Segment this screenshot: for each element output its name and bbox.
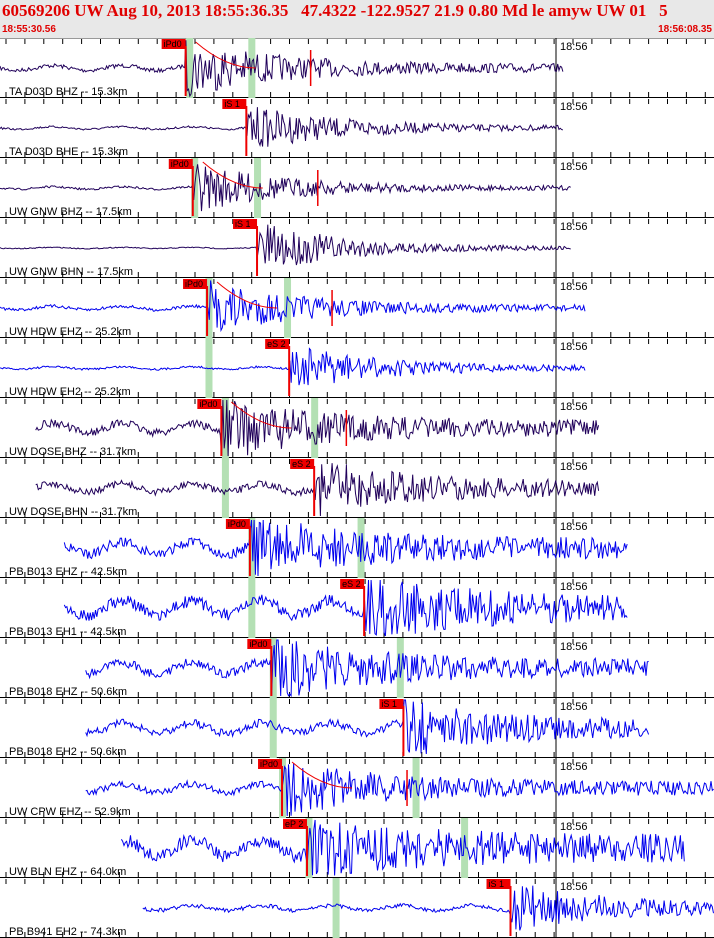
end-time: 18:56:08.35: [658, 24, 712, 35]
waveform-trace: [85, 699, 650, 755]
phase-pick-label: iS 1: [489, 879, 505, 889]
phase-pick-flag[interactable]: [290, 459, 315, 469]
phase-marker-band: [311, 398, 319, 458]
phase-pick-label: iPd0: [199, 399, 217, 409]
station-label: UW CPW EHZ -- 52.9km: [9, 806, 131, 818]
phase-pick-flag[interactable]: [340, 579, 365, 589]
station-label: TA D03D BHZ -- 15.3km: [9, 86, 127, 98]
waveform-trace: [63, 519, 628, 577]
phase-marker-band: [284, 278, 292, 338]
phase-pick-flag[interactable]: [161, 39, 186, 49]
phase-marker-band: [412, 758, 420, 818]
phase-pick-label: iS 1: [381, 699, 397, 709]
phase-pick-label: iPd0: [249, 639, 267, 649]
phase-pick-label: iPd0: [228, 519, 246, 529]
minute-label: 18:56: [560, 581, 588, 593]
phase-pick-flag[interactable]: [197, 399, 222, 409]
station-label: UW GNW BHZ -- 17.5km: [9, 206, 132, 218]
minute-label: 18:56: [560, 401, 588, 413]
minute-label: 18:56: [560, 761, 588, 773]
minute-label: 18:56: [560, 41, 588, 53]
phase-marker-band: [332, 878, 340, 938]
waveform-trace: [120, 819, 685, 876]
phase-pick-flag[interactable]: [247, 639, 272, 649]
coda-marker: [216, 281, 278, 309]
waveform-trace: [142, 885, 714, 931]
station-label: UW BLN EHZ -- 64.0km: [9, 866, 126, 878]
phase-marker-band: [269, 698, 277, 758]
phase-pick-flag[interactable]: [168, 159, 193, 169]
header-bar: 60569206 UW Aug 10, 2013 18:55:36.35 47.…: [0, 0, 714, 39]
phase-pick-label: iPd0: [260, 759, 278, 769]
phase-pick-label: eP 2: [285, 819, 303, 829]
station-label: UW DOSE BHZ -- 31.7km: [9, 446, 136, 458]
minute-label: 18:56: [560, 281, 588, 293]
waveform-trace: [63, 579, 628, 637]
minute-label: 18:56: [560, 521, 588, 533]
phase-pick-label: iPd0: [171, 159, 189, 169]
station-label: UW HDW EHZ -- 25.2km: [9, 326, 131, 338]
station-label: TA D03D BHE -- 15.3km: [9, 146, 128, 158]
start-time: 18:55:30.56: [2, 24, 56, 35]
station-label: PB B941 EH2 -- 74.3km: [9, 926, 126, 938]
station-label: PB B013 EH1 -- 42.5km: [9, 626, 126, 638]
phase-pick-label: eS 2: [292, 459, 311, 469]
phase-marker-band: [396, 638, 404, 698]
phase-marker-band: [248, 518, 256, 578]
waveform-trace: [0, 164, 571, 212]
phase-marker-band: [205, 278, 213, 338]
minute-label: 18:56: [560, 641, 588, 653]
phase-marker-band: [186, 38, 194, 98]
coda-marker: [195, 41, 256, 69]
station-label: PB B018 EHZ -- 50.6km: [9, 686, 127, 698]
station-label: PB B018 EH2 -- 50.6km: [9, 746, 126, 758]
phase-pick-label: eS 2: [267, 339, 286, 349]
minute-label: 18:56: [560, 341, 588, 353]
phase-pick-flag[interactable]: [258, 759, 283, 769]
phase-pick-flag[interactable]: [222, 99, 247, 109]
phase-pick-label: eS 2: [342, 579, 361, 589]
phase-marker-band: [461, 818, 469, 878]
waveform-trace: [0, 280, 586, 333]
waveform-trace: [0, 107, 564, 147]
phase-pick-label: iS 1: [235, 219, 251, 229]
minute-label: 18:56: [560, 161, 588, 173]
phase-pick-flag[interactable]: [233, 219, 258, 229]
station-label: UW HDW EH2 -- 25.2km: [9, 386, 131, 398]
station-label: UW DOSE BHN -- 31.7km: [9, 506, 137, 518]
phase-pick-label: iS 1: [224, 99, 240, 109]
waveform-trace: [85, 639, 649, 698]
phase-pick-label: iPd0: [185, 279, 203, 289]
waveform-trace: [35, 463, 600, 517]
phase-pick-flag[interactable]: [265, 339, 290, 349]
station-label: PB B013 EHZ -- 42.5km: [9, 566, 127, 578]
phase-pick-flag[interactable]: [486, 879, 511, 889]
coda-marker: [291, 761, 353, 789]
minute-label: 18:56: [560, 221, 588, 233]
waveform-trace: [0, 224, 571, 266]
coda-marker: [202, 161, 263, 189]
minute-label: 18:56: [560, 101, 588, 113]
seismogram-panel[interactable]: 18:56 iPd0 TA D03D BHZ -- 15.3km 18:56 iS 1 T…: [0, 38, 714, 938]
waveform-trace: [85, 763, 714, 817]
phase-pick-flag[interactable]: [183, 279, 208, 289]
event-title: 60569206 UW Aug 10, 2013 18:55:36.35 47.…: [2, 1, 668, 20]
waveform-trace: [0, 40, 564, 98]
minute-label: 18:56: [560, 881, 588, 893]
minute-label: 18:56: [560, 821, 588, 833]
phase-pick-flag[interactable]: [225, 519, 250, 529]
station-label: UW GNW BHN -- 17.5km: [9, 266, 133, 278]
phase-marker-band: [305, 818, 313, 878]
waveform-trace: [35, 399, 600, 457]
coda-marker: [231, 401, 292, 429]
phase-marker-band: [269, 638, 277, 698]
minute-label: 18:56: [560, 461, 588, 473]
phase-marker-band: [221, 458, 229, 518]
phase-marker-band: [248, 578, 256, 638]
phase-pick-label: iPd0: [164, 39, 182, 49]
phase-pick-flag[interactable]: [379, 699, 404, 709]
phase-pick-flag[interactable]: [283, 819, 308, 829]
minute-label: 18:56: [560, 701, 588, 713]
waveform-trace: [0, 347, 586, 386]
